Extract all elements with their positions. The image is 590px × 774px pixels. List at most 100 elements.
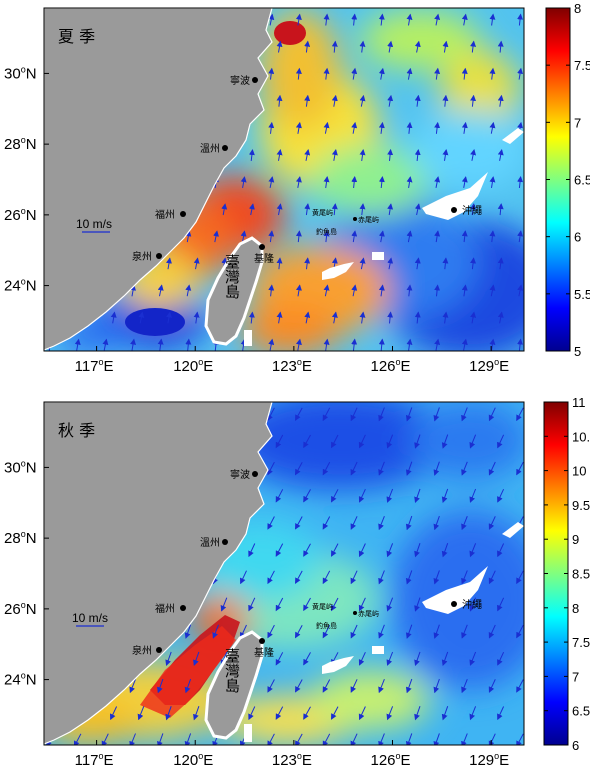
wind-arrow bbox=[516, 624, 524, 639]
wind-arrow bbox=[304, 94, 311, 107]
wind-arrow bbox=[470, 257, 477, 270]
wind-arrow bbox=[378, 121, 385, 134]
wind-arrow bbox=[517, 230, 524, 243]
latitude-tick-label: 30oN bbox=[4, 458, 37, 476]
wind-arrow bbox=[359, 40, 366, 53]
wind-arrow bbox=[378, 338, 385, 351]
wind-arrow bbox=[414, 651, 421, 667]
wind-arrow bbox=[185, 338, 192, 351]
wind-arrow bbox=[517, 338, 524, 351]
wind-arrow bbox=[489, 176, 496, 188]
wind-arrow bbox=[248, 543, 256, 558]
wind-arrow bbox=[527, 96, 529, 107]
wind-arrow bbox=[442, 94, 449, 107]
wind-arrow bbox=[405, 570, 413, 585]
colorbar-tick-label: 10.5 bbox=[572, 429, 590, 444]
city-wenzhou-2: 溫州 bbox=[200, 537, 220, 549]
taiwan-island-2 bbox=[204, 630, 264, 740]
autumn-map-frame bbox=[43, 401, 525, 746]
wind-arrow bbox=[441, 706, 449, 721]
wind-arrow bbox=[433, 461, 440, 476]
longitude-tick-label: 129oE bbox=[469, 357, 509, 375]
wind-arrow bbox=[323, 284, 330, 297]
wind-arrow bbox=[295, 176, 302, 188]
wind-arrow bbox=[433, 733, 440, 745]
wind-arrow bbox=[240, 570, 247, 585]
wind-arrow bbox=[276, 149, 283, 161]
wind-arrow bbox=[184, 733, 192, 745]
wind-arrow bbox=[434, 176, 441, 188]
wind-arrow bbox=[248, 149, 255, 161]
wind-arrow bbox=[275, 489, 284, 503]
colorbar-tick-label: 8.5 bbox=[572, 567, 590, 582]
autumn-panel: 秋 季 寧波 溫州 福州 泉州 基隆 黄尾屿 赤尾屿 釣魚島 沖繩 臺灣島 10… bbox=[4, 395, 590, 769]
wind-arrow bbox=[469, 597, 477, 612]
wind-arrow bbox=[516, 679, 524, 693]
wind-arrow bbox=[303, 489, 311, 503]
wind-arrow bbox=[461, 121, 468, 134]
wind-arrow bbox=[275, 597, 284, 612]
wind-arrow bbox=[303, 706, 311, 720]
wind-arrow bbox=[322, 461, 331, 476]
wind-arrow bbox=[213, 230, 219, 243]
wind-arrow bbox=[275, 543, 284, 557]
colorbar-ticks: 11 10.5 10 9.5 9 8.5 8 7.5 7 6.5 6 bbox=[544, 395, 590, 753]
wind-arrow bbox=[386, 434, 394, 449]
wind-arrow bbox=[323, 338, 330, 351]
wind-arrow bbox=[525, 544, 532, 556]
autumn-season-label: 秋 季 bbox=[58, 421, 95, 440]
wind-arrow bbox=[516, 407, 524, 422]
city-ningbo: 寧波 bbox=[230, 74, 250, 87]
wind-arrow bbox=[322, 407, 331, 422]
wind-arrow bbox=[267, 733, 275, 745]
summer-max-patch bbox=[274, 21, 306, 45]
wind-arrow bbox=[378, 284, 385, 297]
wind-arrow bbox=[322, 624, 331, 639]
latitude-ticks: 24oN 26oN 28oN 30oN bbox=[4, 458, 49, 689]
wind-arrow bbox=[489, 67, 496, 80]
wind-arrow bbox=[165, 651, 172, 667]
wind-arrow bbox=[304, 257, 311, 270]
wind-arrow bbox=[331, 706, 339, 720]
longitude-tick-label: 126oE bbox=[370, 357, 410, 375]
wind-arrow bbox=[470, 149, 477, 161]
wind-arrow bbox=[378, 13, 385, 26]
colorbar-tick-label: 5 bbox=[574, 344, 581, 359]
wind-arrow bbox=[488, 461, 496, 476]
wind-arrow bbox=[295, 121, 302, 134]
wind-arrow bbox=[296, 338, 302, 351]
wind-arrow bbox=[358, 597, 366, 612]
wind-arrow bbox=[517, 284, 524, 297]
wind-arrow bbox=[433, 407, 440, 422]
city-okinawa-2: 沖繩 bbox=[462, 598, 482, 611]
wind-arrow bbox=[331, 94, 338, 107]
wind-arrow bbox=[351, 176, 358, 189]
wind-arrow bbox=[248, 706, 256, 721]
wind-arrow bbox=[295, 461, 303, 476]
wind-arrow bbox=[528, 42, 529, 53]
wind-arrow bbox=[268, 121, 275, 134]
wind-arrow bbox=[350, 516, 358, 530]
wind-arrow bbox=[351, 230, 358, 243]
wind-arrow bbox=[276, 257, 283, 270]
wind-arrow bbox=[295, 733, 303, 745]
wind-arrow bbox=[322, 570, 331, 585]
longitude-tick-label: 129oE bbox=[469, 751, 509, 769]
wind-arrow bbox=[528, 204, 529, 215]
summer-scale-arrow: 10 m/s bbox=[76, 217, 112, 233]
island-chiwei-2: 赤尾屿 bbox=[358, 609, 379, 618]
wind-arrow bbox=[130, 338, 136, 351]
taiwan-island bbox=[204, 236, 264, 346]
wind-arrow bbox=[378, 230, 385, 243]
longitude-ticks: 117oE 120oE 123oE 126oE 129oE bbox=[75, 346, 509, 375]
wind-arrow bbox=[406, 338, 413, 351]
wind-arrow bbox=[351, 13, 358, 26]
wind-arrow bbox=[414, 543, 421, 558]
wind-arrow bbox=[102, 338, 109, 351]
wind-arrow bbox=[433, 515, 440, 531]
island-diaoyu-2: 釣魚島 bbox=[316, 621, 337, 630]
wind-arrow bbox=[378, 176, 385, 189]
wind-arrow bbox=[303, 652, 311, 666]
wind-arrow bbox=[433, 570, 440, 585]
wind-arrow bbox=[303, 597, 311, 612]
